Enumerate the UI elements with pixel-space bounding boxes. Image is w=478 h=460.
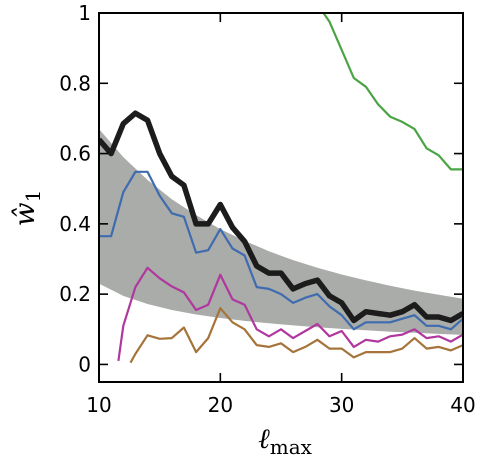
series-line-3 xyxy=(99,170,463,331)
x-tick-label: 20 xyxy=(208,393,233,417)
x-axis-label-sub: max xyxy=(270,435,313,459)
axis-ticks: 10 20 30 40 0 0.2 0.4 0.6 0.8 1 xyxy=(59,1,476,417)
x-axis-label-main: ℓ xyxy=(258,422,270,455)
x-tick-label: 10 xyxy=(86,393,111,417)
series-line-1 xyxy=(322,13,463,171)
y-tick-label: 0.6 xyxy=(59,142,91,166)
x-tick-label: 30 xyxy=(329,393,354,417)
y-axis-label-sub: 1 xyxy=(21,190,45,203)
series-line-5 xyxy=(129,307,463,364)
y-axis-label-main: ŵ xyxy=(8,202,41,226)
y-tick-label: 0.8 xyxy=(59,71,91,95)
plot-frame xyxy=(98,12,464,383)
series-line-4 xyxy=(117,266,463,362)
y-tick-label: 0 xyxy=(78,352,91,376)
confidence-band xyxy=(99,129,463,335)
y-tick-label: 0.2 xyxy=(59,282,91,306)
series-lines xyxy=(99,13,463,364)
y-axis-label: ŵ1 xyxy=(8,190,45,227)
band-area xyxy=(99,129,463,335)
series-line-2 xyxy=(99,110,463,324)
y-tick-label: 0.4 xyxy=(59,212,91,236)
y-tick-label: 1 xyxy=(78,1,91,25)
x-axis-label: ℓmax xyxy=(258,422,313,459)
x-tick-label: 40 xyxy=(450,393,475,417)
